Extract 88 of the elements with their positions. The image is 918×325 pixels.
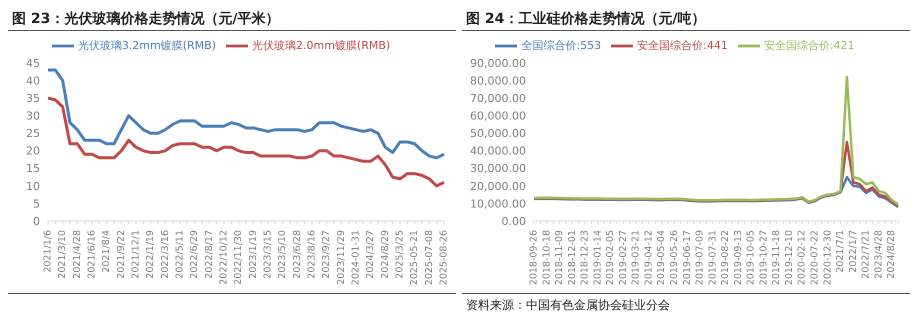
x-tick-label: 2021/1/6	[42, 230, 54, 274]
x-tick-label: 2025-08-26	[438, 230, 450, 286]
y-tick-label: 0.00	[502, 214, 526, 228]
line-series	[532, 76, 900, 206]
x-tick-label: 2018-11-09	[554, 230, 566, 286]
x-tick-label: 2018-12-01	[566, 230, 578, 286]
x-tick-label: 2023/4/28	[873, 230, 884, 279]
y-tick-label: 10,000.00	[470, 197, 526, 210]
x-tick-label: 2022/1/7	[848, 230, 859, 273]
x-tick-label: 2022/7/21	[860, 230, 872, 279]
x-tick-label: 2019-08-22	[720, 230, 732, 286]
x-tick-label: 2018-12-23	[580, 230, 591, 286]
y-tick-label: 70,000.00	[470, 92, 526, 106]
x-tick-label: 2019-07-31	[707, 230, 718, 286]
x-tick-label: 2023/11/29	[336, 230, 347, 286]
x-tick-label: 2021/9/22	[116, 230, 127, 280]
y-tick-label: 80,000.00	[470, 74, 526, 88]
x-tick-label: 2023/8/16	[306, 230, 318, 280]
y-tick-label: 60,000.00	[470, 110, 526, 123]
x-tick-label: 2021/8/4	[101, 230, 112, 274]
x-tick-label: 2024/3/27	[365, 230, 376, 280]
legend-label: 安全国综合价:441	[637, 39, 728, 52]
x-tick-label: 2022/11/30	[233, 230, 244, 286]
y-tick-label: 15	[26, 162, 40, 176]
legend-label: 光伏玻璃3.2mm镀膜(RMB)	[78, 39, 216, 52]
x-tick-label: 2021/12/1	[130, 230, 142, 280]
x-tick-label: 2023/5/10	[277, 230, 288, 280]
y-tick-label: 50,000.00	[470, 127, 526, 140]
x-tick-label: 2019-09-13	[732, 230, 744, 286]
legend-label: 光伏玻璃2.0mm镀膜(RMB)	[252, 39, 390, 52]
x-tick-label: 2020-02-12	[796, 230, 808, 286]
chart-title: 图 23：光伏玻璃价格走势情况（元/平米）	[8, 8, 456, 32]
x-tick-label: 2019-10-05	[746, 230, 757, 286]
y-tick-label: 20	[26, 145, 40, 158]
x-tick-label: 2024/8/28	[886, 230, 898, 279]
x-tick-label: 2019-12-10	[784, 230, 795, 286]
y-tick-label: 10	[26, 180, 40, 194]
y-tick-label: 5	[33, 198, 40, 211]
y-tick-label: 45	[26, 57, 40, 70]
x-tick-label: 2019-01-14	[592, 230, 604, 286]
x-tick-label: 2022/8/17	[204, 230, 215, 280]
x-tick-label: 2025/3/25	[394, 230, 406, 280]
x-tick-label: 2024-01-31	[350, 230, 362, 286]
x-tick-label: 2022/3/16	[160, 230, 171, 280]
x-tick-label: 2019-07-09	[694, 230, 706, 286]
x-tick-label: 2018-09-26	[528, 230, 540, 286]
text: 资料来源：中国有色金属协会硅业分会	[466, 298, 670, 312]
line-series	[46, 68, 446, 160]
line-series	[46, 97, 446, 188]
x-tick-label: 2019-04-12	[643, 230, 654, 286]
x-tick-label: 2019-05-26	[668, 230, 680, 286]
y-tick-label: 25	[26, 128, 40, 141]
x-tick-label: 2019-03-21	[630, 230, 642, 286]
x-tick-label: 2023/9/27	[321, 230, 332, 280]
y-tick-label: 90,000.00	[470, 56, 526, 70]
x-tick-label: 2019-06-17	[682, 230, 693, 286]
x-tick-label: 2019-10-27	[758, 230, 770, 286]
x-tick-label: 2021/6/16	[86, 230, 98, 280]
y-tick-label: 20,000.00	[470, 180, 526, 193]
x-tick-label: 2022/5/11	[174, 230, 186, 280]
y-tick-label: 40	[26, 74, 40, 88]
x-tick-label: 2025-07-08	[424, 230, 435, 286]
y-tick-label: 0	[33, 215, 40, 228]
x-tick-label: 2019-05-04	[656, 230, 668, 286]
x-tick-label: 2022/6/29	[189, 230, 200, 280]
x-tick-label: 2023/6/28	[292, 230, 303, 280]
y-tick-label: 35	[26, 92, 40, 106]
y-tick-label: 30,000.00	[470, 162, 526, 176]
x-tick-label: 2024/8/29	[380, 230, 391, 280]
x-tick-label: 2023/1/19	[248, 230, 259, 280]
y-tick-label: 40,000.00	[470, 144, 526, 158]
x-tick-label: 2021/4/28	[72, 230, 83, 280]
x-tick-label: 2018-10-18	[541, 230, 552, 286]
y-tick-label: 30	[26, 110, 40, 123]
x-tick-label: 2021/7/1	[835, 230, 846, 273]
x-tick-label: 2025-05-21	[409, 230, 420, 286]
chart-title: 图 24：工业硅价格走势情况（元/吨）	[462, 8, 910, 31]
x-tick-label: 2022/10/12	[218, 230, 230, 286]
x-tick-label: 2020-12-30	[822, 230, 834, 286]
x-tick-label: 2021/3/10	[57, 230, 68, 280]
x-tick-label: 2020-07-22	[809, 230, 820, 286]
x-tick-label: 2019-11-18	[771, 230, 782, 286]
x-tick-label: 2023/3/15	[262, 230, 274, 280]
x-tick-label: 2019-02-27	[618, 230, 629, 286]
x-tick-label: 2019-02-05	[605, 230, 616, 286]
legend-label: 安全国综合价:421	[764, 39, 855, 52]
legend-label: 全国综合价:553	[521, 39, 602, 52]
x-tick-label: 2022/1/19	[145, 230, 156, 280]
